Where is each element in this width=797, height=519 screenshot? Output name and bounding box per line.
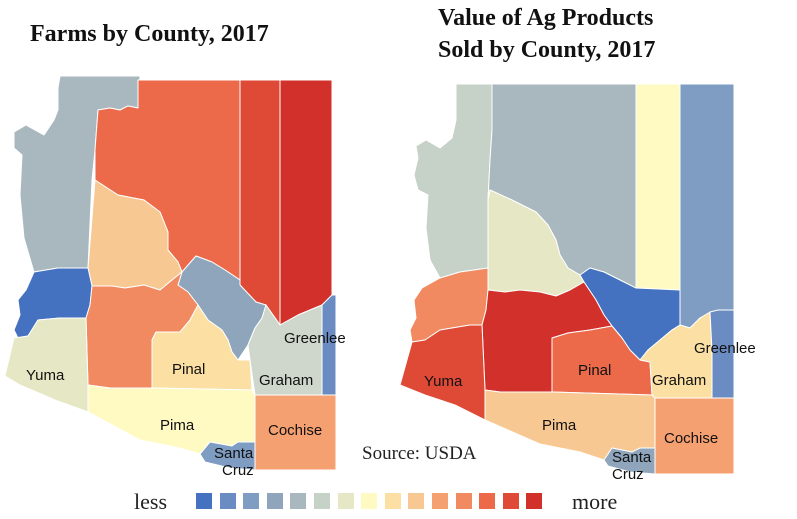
- right-map-title: Value of Ag Products Sold by County, 201…: [438, 2, 655, 66]
- legend-swatch-10: [408, 493, 425, 509]
- legend-swatch-13: [479, 493, 496, 509]
- label-pima-left: Pima: [160, 417, 195, 434]
- left-map: Yuma Pinal Greenlee Graham Pima Cochise …: [4, 75, 346, 479]
- county-apache: [279, 79, 333, 326]
- legend-swatch-6: [313, 493, 330, 509]
- label-pima-right: Pima: [542, 417, 577, 434]
- county-apache: [679, 83, 735, 329]
- legend-swatch-9: [384, 493, 401, 509]
- label-santa-right: Santa: [612, 449, 652, 466]
- label-cruz-right: Cruz: [612, 466, 644, 483]
- label-pinal-right: Pinal: [578, 362, 611, 379]
- label-santacruz-left: Santa Cruz: [214, 445, 257, 479]
- label-yuma-right: Yuma: [424, 373, 463, 390]
- label-pinal-left: Pinal: [172, 361, 205, 378]
- legend-swatches: [196, 493, 550, 509]
- county-santacruz: [603, 447, 656, 475]
- right-map-title-line2: Sold by County, 2017: [438, 37, 656, 63]
- label-greenlee-left: Greenlee: [284, 330, 346, 347]
- source-note: Source: USDA: [362, 443, 477, 464]
- county-cochise: [654, 397, 735, 475]
- label-cruz-left: Cruz: [222, 462, 254, 479]
- label-graham-right: Graham: [652, 372, 706, 389]
- label-santa-left: Santa: [214, 445, 254, 462]
- legend-swatch-4: [266, 493, 283, 509]
- legend-swatch-11: [431, 493, 448, 509]
- legend-swatch-8: [361, 493, 378, 509]
- right-map-title-line1: Value of Ag Products: [438, 5, 654, 31]
- legend: less more: [0, 488, 797, 518]
- legend-less-label: less: [134, 489, 167, 514]
- label-cochise-right: Cochise: [664, 430, 718, 447]
- county-navajo: [239, 79, 281, 326]
- label-cochise-left: Cochise: [268, 422, 322, 439]
- legend-swatch-2: [219, 493, 236, 509]
- legend-swatch-7: [337, 493, 354, 509]
- legend-swatch-5: [290, 493, 307, 509]
- county-navajo: [635, 83, 681, 291]
- label-greenlee-right: Greenlee: [694, 340, 756, 357]
- legend-swatch-12: [455, 493, 472, 509]
- county-cochise: [254, 394, 337, 471]
- left-map-title: Farms by County, 2017: [30, 21, 269, 47]
- label-santacruz-right: Santa Cruz: [612, 449, 655, 483]
- label-yuma-left: Yuma: [26, 367, 65, 384]
- label-graham-left: Graham: [259, 372, 313, 389]
- legend-swatch-3: [243, 493, 260, 509]
- right-map: Yuma Pinal Greenlee Graham Pima Cochise …: [399, 83, 756, 483]
- legend-swatch-14: [502, 493, 519, 509]
- legend-swatch-15: [526, 493, 543, 509]
- legend-more-label: more: [572, 489, 618, 514]
- legend-swatch-1: [196, 493, 212, 509]
- county-santacruz: [199, 441, 256, 471]
- county-mohave: [413, 83, 493, 279]
